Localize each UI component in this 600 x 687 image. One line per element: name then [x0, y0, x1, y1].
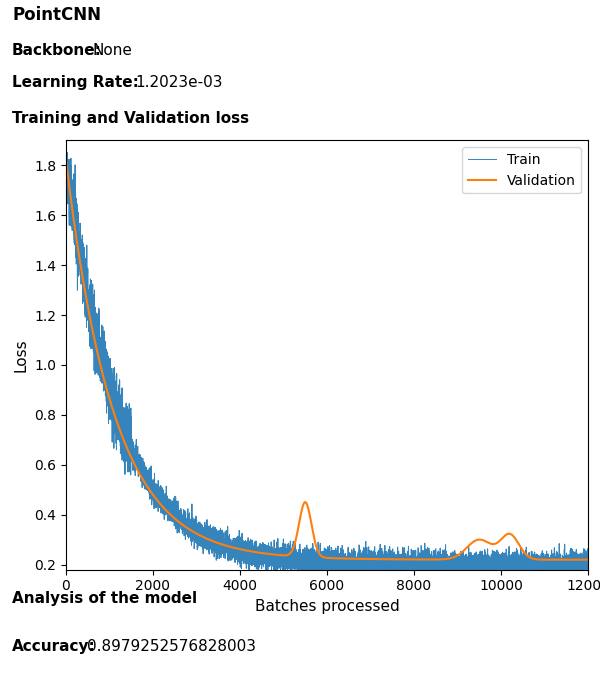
- Text: Training and Validation loss: Training and Validation loss: [12, 111, 249, 126]
- Train: [90, 297, 97, 306]
- Train: [245, 565, 252, 574]
- Text: 0.8979252576828003: 0.8979252576828003: [87, 639, 256, 654]
- Validation: [131, 462, 139, 470]
- Train: [197, 534, 205, 543]
- Train: [62, 148, 70, 157]
- Text: Analysis of the model: Analysis of the model: [12, 591, 197, 606]
- X-axis label: Batches processed: Batches processed: [254, 599, 400, 614]
- Y-axis label: Loss: Loss: [14, 338, 29, 372]
- Text: None: None: [93, 43, 133, 58]
- Validation: [289, 546, 296, 554]
- Validation: [584, 556, 592, 564]
- Validation: [62, 156, 70, 164]
- Train: [380, 565, 387, 574]
- Train: [337, 554, 344, 562]
- Train: [329, 554, 337, 563]
- Text: PointCNN: PointCNN: [12, 6, 101, 25]
- Train: [584, 565, 592, 574]
- Text: Learning Rate:: Learning Rate:: [12, 76, 139, 91]
- Validation: [347, 554, 355, 563]
- Text: Accuracy:: Accuracy:: [12, 639, 96, 654]
- Validation: [151, 492, 158, 500]
- Text: 1.2023e-03: 1.2023e-03: [135, 76, 223, 91]
- Train: [140, 477, 147, 486]
- Validation: [238, 545, 245, 554]
- Legend: Train, Validation: Train, Validation: [462, 147, 581, 193]
- Line: Train: Train: [66, 153, 588, 570]
- Line: Validation: Validation: [66, 160, 588, 560]
- Text: Backbone:: Backbone:: [12, 43, 102, 58]
- Validation: [337, 554, 344, 563]
